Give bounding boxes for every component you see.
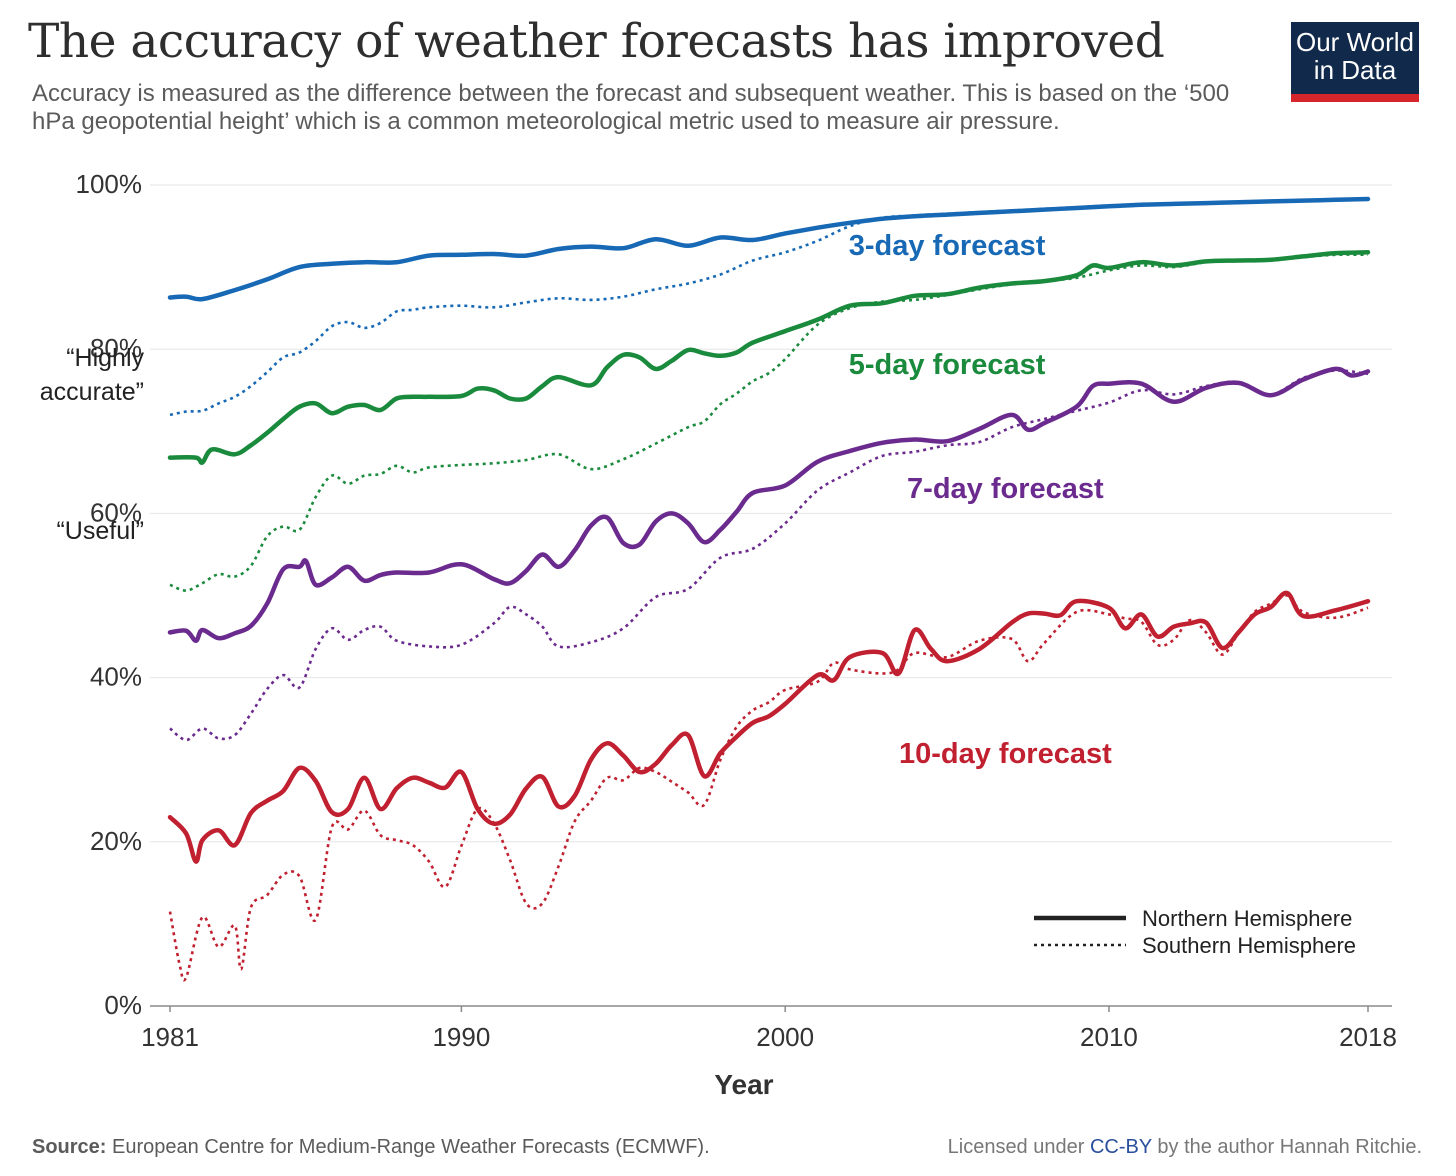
y-tick-label: 40% [90,662,142,692]
y-tick-label: 60% [90,497,142,527]
x-axis: 1981 1990 2000 2010 2018 [141,1005,1397,1052]
x-tick-label: 1981 [141,1022,199,1052]
source-text: European Centre for Medium-Range Weather… [106,1136,710,1158]
legend-label: Northern Hemisphere [1142,906,1352,931]
series-line-7-day-forecast-northern[interactable] [167,366,1371,643]
series-label: 7-day forecast [907,473,1104,505]
y-tick-label: 0% [104,990,142,1020]
series-line-5-day-forecast-northern[interactable] [167,250,1371,465]
series-line-7-day-forecast-southern[interactable] [169,369,1369,742]
legend-label: Southern Hemisphere [1142,933,1356,958]
series-line-5-day-forecast-southern[interactable] [169,253,1369,592]
x-tick-label: 2018 [1339,1022,1397,1052]
license-link[interactable]: CC-BY [1089,1136,1152,1158]
license-suffix: by the author Hannah Ritchie. [1151,1136,1422,1158]
license-prefix: Licensed under [947,1136,1090,1158]
y-tick-label: 80% [90,333,142,363]
grid-lines [150,184,1392,1007]
y-annotation-label: accurate” [40,378,144,406]
series-line-3-day-forecast-southern[interactable] [169,198,1369,417]
series-line-3-day-forecast-northern[interactable] [167,196,1371,302]
source-label: Source: [32,1136,107,1158]
y-annotations: “Highly accurate” “Useful” [40,344,145,545]
x-tick-label: 2010 [1080,1022,1138,1052]
y-annotation-label: “Highly [66,344,144,372]
x-tick-label: 2000 [756,1022,814,1052]
series-line-10-day-forecast-southern[interactable] [168,594,1369,982]
license-note: Licensed under CC-BY by the author Hanna… [948,1136,1422,1159]
x-axis-title: Year [714,1069,773,1100]
series-label: 10-day forecast [899,738,1112,770]
y-axis-ticks: 0% 20% 40% 60% 80% 100% [76,169,143,1020]
owid-logo[interactable]: Our World in Data [1291,22,1419,102]
y-tick-label: 100% [76,169,143,199]
logo-line-2: in Data [1313,55,1397,85]
series-label: 5-day forecast [849,349,1046,381]
y-tick-label: 20% [90,826,142,856]
source-note: Source: European Centre for Medium-Range… [32,1136,710,1159]
series-lines [167,196,1371,982]
series-line-10-day-forecast-northern[interactable] [167,590,1371,864]
series-label: 3-day forecast [849,230,1046,262]
series-labels: 3-day forecast 5-day forecast 7-day foreca… [849,230,1112,770]
y-annotation-label: “Useful” [56,517,144,545]
chart-title: The accuracy of weather forecasts has im… [28,14,1165,69]
logo-line-1: Our World [1296,27,1414,57]
x-tick-label: 1990 [432,1022,490,1052]
chart-subtitle: Accuracy is measured as the difference b… [32,80,1230,135]
